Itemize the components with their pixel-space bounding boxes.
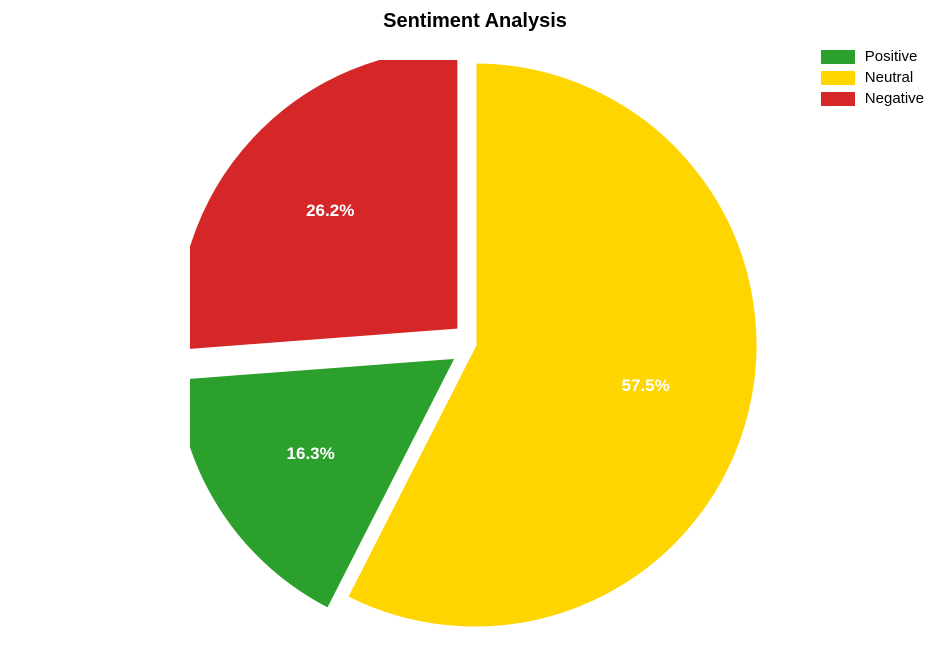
legend-label-negative: Negative (865, 90, 924, 107)
slice-label-negative: 26.2% (306, 201, 354, 221)
legend-item-positive: Positive (821, 48, 924, 65)
chart-legend: Positive Neutral Negative (821, 48, 924, 111)
sentiment-pie-chart: Sentiment Analysis 26.2% 16.3% 57.5% Posit… (0, 0, 950, 662)
legend-label-positive: Positive (865, 48, 918, 65)
chart-title: Sentiment Analysis (0, 10, 950, 33)
slice-label-neutral: 57.5% (622, 376, 670, 396)
pie-plot-area: 26.2% 16.3% 57.5% (190, 60, 760, 630)
legend-swatch-neutral (821, 71, 855, 85)
legend-swatch-positive (821, 50, 855, 64)
legend-item-negative: Negative (821, 90, 924, 107)
slice-label-positive: 16.3% (287, 444, 335, 464)
legend-item-neutral: Neutral (821, 69, 924, 86)
legend-swatch-negative (821, 92, 855, 106)
pie-svg (190, 60, 760, 630)
legend-label-neutral: Neutral (865, 69, 913, 86)
